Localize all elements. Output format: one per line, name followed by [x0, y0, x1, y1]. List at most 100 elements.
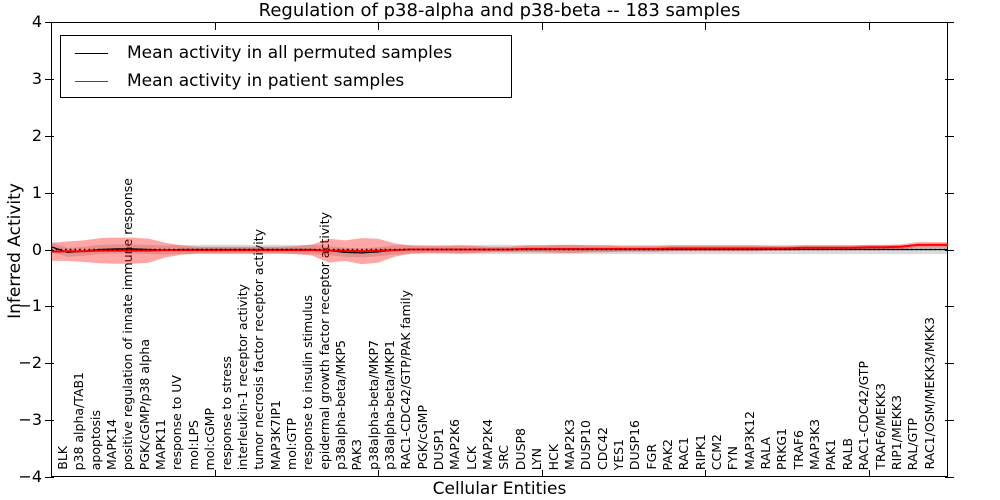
axis-tick — [378, 23, 379, 30]
x-entity-label: MAP2K6 — [447, 419, 463, 470]
x-entity-label: MAP3K12 — [741, 411, 757, 470]
x-entity-label: RAC1-CDC42/GTP — [855, 360, 871, 470]
x-entity-label: LCK — [463, 446, 479, 470]
x-entity-label: response to stress — [218, 355, 234, 470]
x-entity-label: LYN — [528, 447, 544, 470]
axis-tick — [45, 363, 54, 365]
axis-tick — [945, 78, 954, 80]
chart-title: Regulation of p38-alpha and p38-beta -- … — [258, 0, 741, 21]
axis-tick — [45, 22, 54, 23]
x-entity-label: SRC — [496, 445, 512, 470]
x-entity-label: mol:GTP — [283, 418, 299, 470]
x-entity-label: PGK/cGMP — [414, 405, 430, 470]
axis-tick — [214, 23, 216, 30]
axis-tick — [45, 78, 54, 80]
x-entity-label: MAP2K3 — [561, 419, 577, 470]
x-entity-label: PAK2 — [659, 438, 675, 470]
axis-tick — [945, 192, 954, 194]
axis-tick — [45, 306, 54, 308]
patient-line-sample — [75, 80, 108, 82]
legend: Mean activity in all permuted samples Me… — [60, 35, 512, 98]
x-entity-label: p38alpha-beta/MKP7 — [365, 340, 381, 470]
x-entity-label: CDC42 — [594, 427, 610, 470]
axis-tick — [945, 477, 954, 478]
x-entity-label: PAK3 — [349, 438, 365, 470]
axis-tick — [378, 470, 379, 476]
x-entity-label: TRAF6/MEKK3 — [872, 383, 888, 470]
axis-tick — [214, 470, 216, 476]
x-entity-label: PRKG1 — [774, 427, 790, 470]
x-entity-label: BLK — [54, 446, 70, 470]
x-entity-label: FYN — [725, 445, 741, 470]
x-entity-label: RAC1-CDC42/GTP/PAK family — [398, 290, 414, 470]
axis-tick — [705, 23, 706, 30]
legend-entry-permuted: Mean activity in all permuted samples — [61, 39, 511, 67]
x-entity-label: PGK/cGMP/p38 alpha — [136, 338, 152, 470]
x-entity-label: DUSP10 — [577, 419, 593, 470]
legend-entry-patient: Mean activity in patient samples — [61, 67, 511, 95]
y-tick-label: −1 — [18, 296, 42, 316]
axis-tick — [45, 192, 54, 194]
x-entity-label: YES1 — [610, 438, 626, 470]
axis-tick — [541, 470, 543, 476]
x-entity-label: RALB — [839, 437, 855, 470]
x-entity-label: HCK — [545, 443, 561, 470]
x-entity-label: PAK1 — [823, 438, 839, 470]
x-entity-label: apoptosis — [87, 409, 103, 470]
x-entity-label: response to UV — [169, 375, 185, 470]
x-entity-label: RAC1 — [676, 436, 692, 470]
axis-tick — [705, 470, 706, 476]
x-entity-label: DUSP16 — [627, 419, 642, 470]
y-tick-label: −2 — [18, 353, 42, 373]
axis-tick — [45, 135, 54, 137]
x-entity-label: interleukin-1 receptor activity — [234, 283, 250, 470]
x-axis-label: Cellular Entities — [432, 479, 567, 499]
x-entity-label: RAC1/OSM/MEKK3/MKK3 — [921, 317, 937, 470]
axis-tick — [945, 363, 954, 365]
x-entity-label: FGR — [643, 444, 659, 470]
y-tick-label: −4 — [18, 467, 42, 486]
x-entity-label: RIP1/MEKK3 — [888, 394, 904, 470]
x-entity-label: RIPK1 — [692, 433, 708, 470]
x-entity-label: response to insulin stimulus — [300, 295, 315, 470]
x-entity-label: MAPK11 — [152, 419, 168, 470]
x-entity-label: CCM2 — [708, 433, 724, 470]
axis-tick — [541, 23, 543, 30]
y-tick-label: 0 — [31, 239, 42, 259]
x-entity-label: tumor necrosis factor receptor activity — [250, 229, 266, 470]
x-entity-label: MAPK14 — [103, 419, 119, 470]
x-entity-label: mol:LPS — [185, 420, 201, 470]
axis-tick — [45, 477, 54, 478]
y-tick-label: −3 — [18, 410, 42, 430]
x-entity-label: DUSP1 — [430, 427, 446, 470]
x-entity-label: MAP3K3 — [806, 419, 822, 470]
y-tick-label: 1 — [31, 182, 42, 202]
x-entity-label: RAL/GTP — [904, 417, 920, 470]
legend-label-permuted: Mean activity in all permuted samples — [127, 43, 453, 63]
x-entity-label: RALA — [757, 437, 773, 470]
x-entity-label: p38alpha-beta/MKP1 — [381, 340, 397, 470]
x-entity-label: mol:cGMP — [201, 407, 217, 470]
permuted-line-sample — [75, 52, 108, 54]
y-tick-label: 2 — [31, 125, 42, 145]
axis-tick — [945, 135, 954, 137]
x-entity-label: positive regulation of innate immune res… — [120, 177, 136, 470]
axis-tick — [45, 249, 54, 251]
axis-tick — [945, 420, 954, 422]
axis-tick — [868, 23, 870, 30]
axis-tick — [945, 22, 954, 23]
legend-label-patient: Mean activity in patient samples — [127, 71, 405, 91]
x-entity-label: epidermal growth factor receptor activit… — [316, 212, 332, 470]
x-entity-label: MAP2K4 — [479, 419, 495, 470]
axis-tick — [945, 249, 954, 251]
y-tick-label: 3 — [31, 68, 42, 88]
y-tick-label: 4 — [31, 12, 42, 31]
axis-tick — [45, 420, 54, 422]
x-entity-label: DUSP8 — [512, 427, 528, 470]
x-entity-label: MAP3K7IP1 — [267, 399, 283, 470]
x-entity-label: TRAF6 — [790, 430, 806, 470]
x-entity-label: p38 alpha/TAB1 — [71, 371, 87, 470]
axis-tick — [945, 306, 954, 308]
axis-tick — [868, 470, 870, 476]
